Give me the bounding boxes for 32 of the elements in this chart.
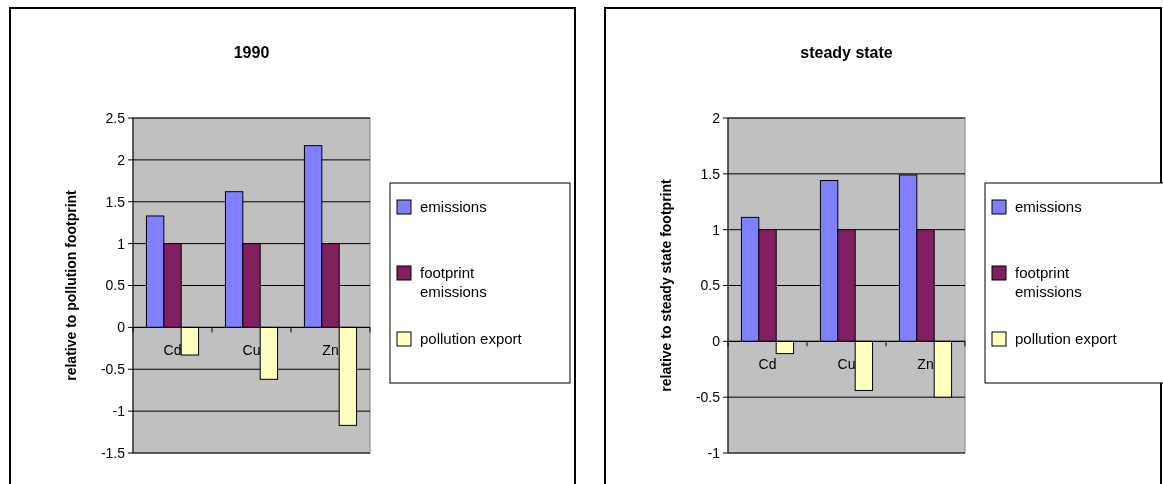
- legend-label: footprint emissions: [420, 264, 487, 300]
- y-tick-label: 1.5: [700, 165, 721, 182]
- chart-title: 1990: [233, 44, 270, 61]
- x-tick-label: Cu: [837, 356, 856, 373]
- chart-title: steady state: [800, 44, 893, 61]
- x-tick-label: Cd: [758, 356, 777, 373]
- y-tick-label: -0.5: [695, 389, 721, 406]
- y-axis-title: relative to pollution footprint: [63, 189, 79, 381]
- legend-label: footprint emissions: [1015, 264, 1082, 300]
- y-axis-title: relative to steady state footprint: [658, 178, 674, 392]
- y-tick-label: 0.5: [105, 277, 126, 294]
- legend-label: emissions: [420, 198, 487, 216]
- x-tick-label: Zn: [322, 342, 339, 359]
- y-tick-label: -0.5: [100, 361, 126, 378]
- x-tick-label: Cu: [242, 342, 261, 359]
- y-tick-label: 0: [117, 319, 126, 336]
- legend-label: emissions: [1015, 198, 1082, 216]
- y-tick-label: 1.5: [105, 193, 126, 210]
- y-tick-label: 0: [712, 333, 721, 350]
- y-tick-label: -1: [112, 403, 126, 420]
- y-tick-label: 2: [712, 109, 721, 126]
- y-tick-label: 2.5: [105, 109, 126, 126]
- x-tick-label: Cd: [163, 342, 182, 359]
- y-tick-label: 2: [117, 151, 126, 168]
- y-tick-label: -1.5: [100, 444, 126, 461]
- y-tick-label: 1: [712, 221, 721, 238]
- legend-label: pollution export: [420, 330, 523, 348]
- legend-label: pollution export: [1015, 330, 1118, 348]
- y-tick-label: 0.5: [700, 277, 721, 294]
- y-tick-label: 1: [117, 235, 126, 252]
- x-tick-label: Zn: [917, 356, 934, 373]
- y-tick-label: -1: [707, 444, 721, 461]
